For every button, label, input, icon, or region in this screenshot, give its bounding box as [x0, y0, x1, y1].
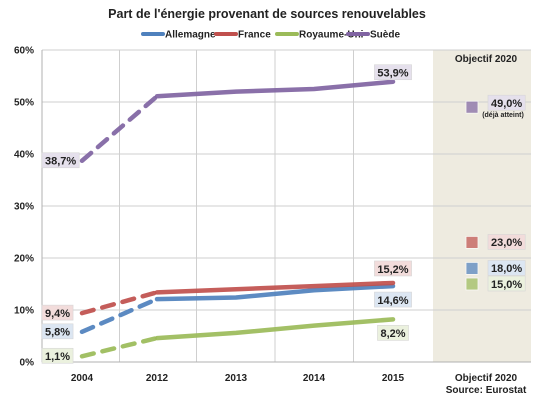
y-tick-label: 20% [14, 254, 34, 265]
series-line-dashed-allemagne [79, 296, 160, 335]
objective-label-box [487, 234, 526, 250]
data-label-last: 53,9% [374, 64, 412, 81]
data-label-first: 9,4% [41, 304, 74, 321]
data-label-first-box [41, 304, 74, 321]
data-label-first-box [41, 152, 80, 169]
series-line-dashed-suède [79, 94, 160, 164]
data-label-last-box [377, 325, 409, 341]
x-tick-label: 2015 [382, 373, 405, 384]
data-label-first-box [41, 347, 74, 364]
objective-note: (déjà atteint) [482, 112, 524, 119]
objective-marker [465, 261, 479, 275]
objective-label-text: 18,0% [491, 263, 522, 275]
data-label-first-text: 38,7% [45, 156, 76, 168]
objective-marker [465, 235, 479, 249]
objective-marker [465, 277, 479, 291]
chart-title: Part de l'énergie provenant de sources r… [108, 7, 426, 21]
series-line-dashed-royaume-uni [79, 335, 160, 359]
y-tick-label: 50% [14, 98, 34, 109]
legend-label: Allemagne [165, 30, 216, 41]
objective-label: 18,0% [487, 260, 526, 276]
data-label-last-text: 53,9% [377, 68, 408, 80]
data-label-first: 5,8% [41, 323, 74, 340]
legend-label: Royaume-Uni [299, 30, 364, 41]
series-line-france [154, 280, 396, 295]
objective-label-box [487, 94, 526, 111]
objective-label-text: 49,0% [491, 98, 522, 110]
data-label-last: 15,2% [374, 260, 412, 277]
data-label-last-text: 8,2% [380, 328, 405, 340]
data-label-last-box [374, 260, 412, 277]
series-line-royaume-uni [154, 317, 396, 341]
data-label-last-box [374, 291, 412, 308]
objective-marker [465, 100, 479, 114]
x-tick-label: 2013 [225, 373, 248, 384]
legend-label: Suède [370, 30, 400, 41]
source-note: Source: Eurostat [446, 385, 527, 396]
x-tick-label: 2004 [71, 373, 94, 384]
objective-label-box [487, 260, 526, 276]
data-label-first-text: 1,1% [45, 351, 70, 363]
objective-label-text: 23,0% [491, 237, 522, 249]
x-tick-label: 2014 [303, 373, 326, 384]
objective-label-box [487, 275, 526, 292]
chart-legend: Allemagne France Royaume-Uni Suède [141, 30, 400, 41]
data-label-first-box [41, 323, 74, 340]
data-label-last-box [374, 64, 412, 81]
data-label-first: 38,7% [41, 152, 80, 169]
y-tick-label: 30% [14, 202, 34, 213]
series-line-dashed-france [79, 290, 160, 316]
objective-label-text: 15,0% [491, 279, 522, 291]
y-tick-label: 10% [14, 306, 34, 317]
objective-label: 49,0% [487, 94, 526, 111]
objective-band-title: Objectif 2020 [455, 54, 518, 65]
objective-label: 23,0% [487, 234, 526, 250]
data-label-first: 1,1% [41, 347, 74, 364]
plot-area: Objectif 2020 0% 10% 20% 30% 40% 50% 60% 2004 201… [14, 46, 531, 396]
y-tick-label: 0% [20, 358, 35, 369]
y-tick-label: 60% [14, 46, 34, 57]
objective-label: 15,0% [487, 275, 526, 292]
objective-axis-label: Objectif 2020 [455, 373, 518, 384]
data-label-last-text: 14,6% [377, 295, 408, 307]
series-line-suède [154, 79, 396, 99]
series-line-allemagne [154, 283, 396, 302]
x-tick-label: 2012 [146, 373, 169, 384]
data-label-first-text: 9,4% [45, 308, 70, 320]
data-label-first-text: 5,8% [45, 327, 70, 339]
y-tick-label: 40% [14, 150, 34, 161]
data-label-last: 14,6% [374, 291, 412, 308]
legend-label: France [238, 30, 271, 41]
data-label-last: 8,2% [377, 325, 409, 341]
data-label-last-text: 15,2% [377, 264, 408, 276]
